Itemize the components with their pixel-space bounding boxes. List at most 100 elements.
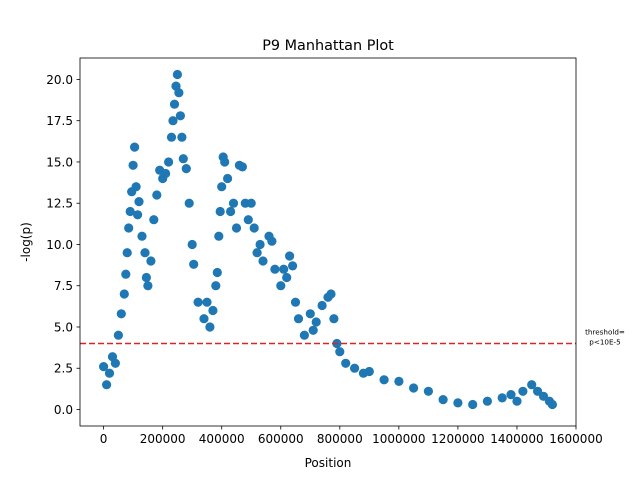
y-tick-label: 20.0: [46, 73, 73, 87]
x-tick-label: 200000: [140, 432, 186, 446]
data-point: [364, 366, 374, 377]
data-point: [311, 317, 321, 327]
y-tick-label: 17.5: [46, 114, 73, 128]
data-point: [137, 231, 147, 241]
data-point: [134, 197, 144, 207]
data-point: [497, 393, 507, 403]
data-point: [205, 322, 215, 332]
data-point: [152, 190, 162, 200]
data-point: [143, 281, 153, 291]
y-tick-label: 12.5: [46, 197, 73, 211]
data-point: [164, 157, 174, 167]
data-point: [172, 69, 182, 80]
data-point: [252, 248, 262, 258]
data-point: [104, 368, 115, 378]
threshold-label: p<10E-5: [589, 337, 620, 346]
data-point: [226, 206, 236, 217]
data-point: [168, 116, 178, 126]
data-point: [243, 215, 253, 225]
data-point: [255, 239, 265, 250]
data-point: [131, 182, 141, 192]
data-point: [438, 395, 448, 405]
data-point: [161, 168, 171, 179]
data-point: [217, 182, 227, 192]
data-point: [512, 396, 522, 406]
data-point: [228, 198, 239, 208]
x-tick-label: 1200000: [431, 432, 484, 446]
data-point: [175, 111, 185, 121]
data-point: [468, 399, 478, 410]
y-tick-label: 10.0: [46, 238, 73, 252]
y-tick-label: 0.0: [54, 403, 73, 417]
x-tick-label: 0: [100, 432, 108, 446]
x-axis-label: Position: [305, 456, 352, 470]
data-point: [223, 173, 233, 184]
data-point: [317, 300, 327, 311]
data-point: [290, 297, 301, 307]
data-point: [169, 99, 180, 109]
y-axis-label: -log(p): [19, 222, 33, 262]
data-point: [288, 261, 298, 271]
data-point: [125, 206, 135, 217]
data-point: [130, 142, 140, 152]
threshold-label: threshold=: [585, 327, 625, 336]
x-tick-label: 1400000: [490, 432, 543, 446]
x-tick-label: 1600000: [549, 432, 602, 446]
data-point: [116, 309, 126, 319]
data-point: [267, 236, 277, 246]
data-point: [124, 223, 134, 233]
chart-title: P9 Manhattan Plot: [262, 38, 394, 54]
data-point: [518, 386, 528, 396]
data-point: [141, 272, 151, 283]
y-tick-label: 5.0: [54, 320, 73, 334]
data-point: [193, 297, 203, 307]
data-point: [220, 157, 230, 167]
data-point: [119, 289, 129, 299]
data-point: [177, 132, 187, 142]
data-point: [231, 223, 242, 233]
data-points: [99, 69, 558, 410]
data-point: [308, 325, 318, 335]
data-point: [110, 358, 120, 368]
x-tick-label: 400000: [199, 432, 245, 446]
data-point: [246, 198, 256, 208]
data-point: [326, 289, 336, 299]
data-point: [122, 248, 132, 258]
data-point: [128, 160, 138, 170]
y-tick-label: 15.0: [46, 155, 73, 169]
data-point: [184, 198, 194, 208]
data-point: [409, 383, 419, 393]
y-tick-label: 7.5: [54, 279, 73, 293]
data-point: [211, 281, 221, 291]
data-point: [350, 363, 360, 373]
data-point: [146, 256, 156, 266]
data-point: [212, 267, 222, 278]
threshold-group: threshold=p<10E-5: [80, 327, 625, 346]
data-point: [341, 358, 351, 368]
data-point: [133, 210, 143, 220]
data-point: [113, 330, 123, 340]
data-point: [215, 206, 225, 217]
data-point: [527, 380, 537, 390]
x-tick-label: 800000: [317, 432, 363, 446]
data-point: [279, 264, 289, 274]
data-point: [394, 376, 404, 386]
data-point: [102, 380, 112, 390]
x-tick-label: 1000000: [372, 432, 425, 446]
data-point: [199, 314, 209, 324]
data-point: [276, 281, 286, 291]
plot-frame: [79, 57, 577, 427]
data-point: [140, 248, 150, 258]
data-point: [299, 330, 309, 340]
data-point: [293, 314, 304, 324]
x-tick-label: 600000: [258, 432, 304, 446]
data-point: [270, 264, 280, 274]
data-point: [214, 231, 224, 241]
data-point: [506, 390, 516, 400]
data-point: [208, 305, 218, 316]
data-point: [285, 251, 295, 261]
y-tick-label: 2.5: [54, 362, 73, 376]
data-point: [482, 396, 492, 406]
